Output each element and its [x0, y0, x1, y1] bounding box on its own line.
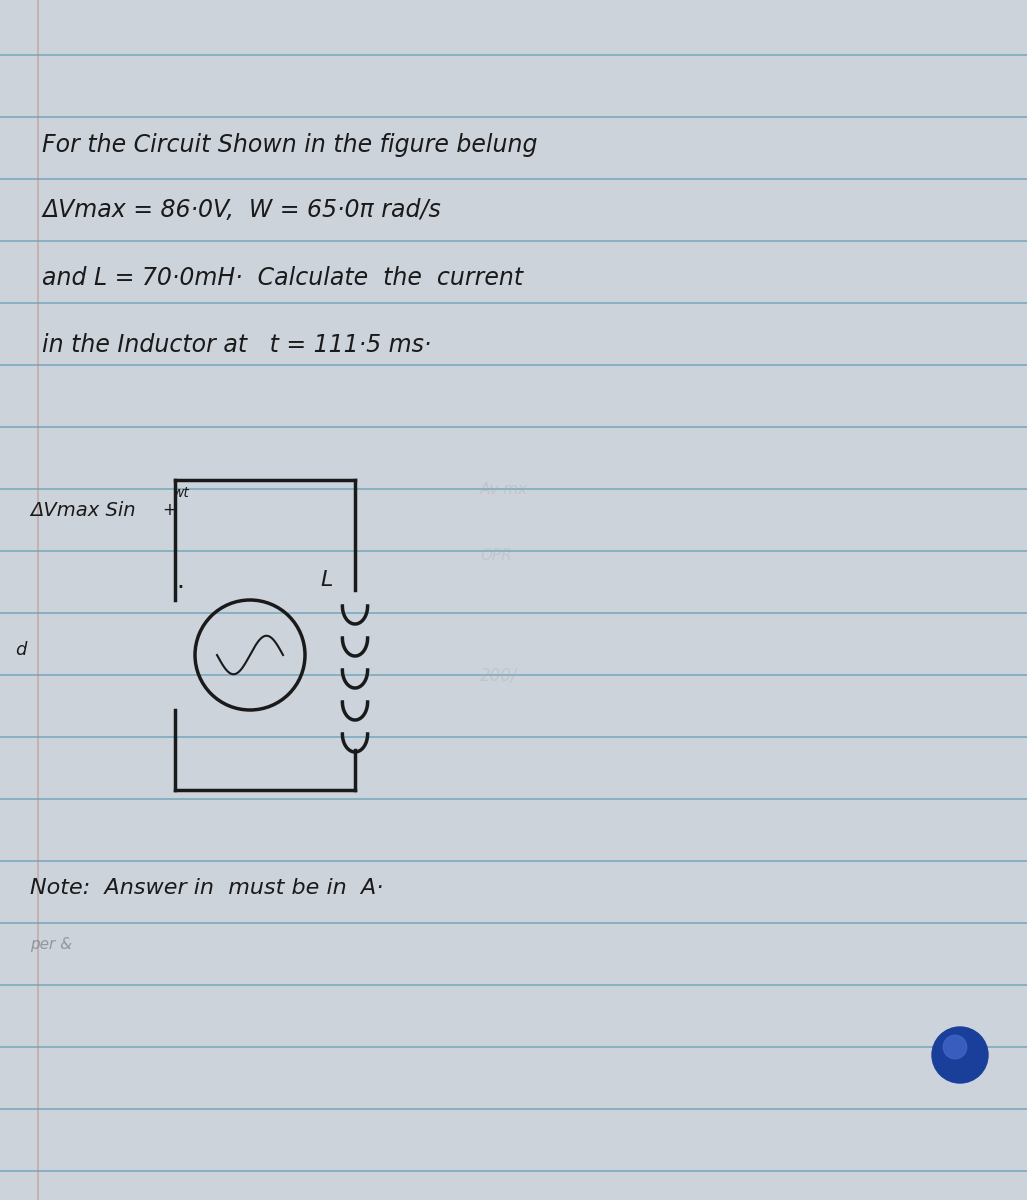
- Text: ΔVmax = 86·0V,  W = 65·0π rad/s: ΔVmax = 86·0V, W = 65·0π rad/s: [42, 198, 441, 222]
- Circle shape: [943, 1036, 966, 1058]
- Text: Av mx: Av mx: [480, 482, 528, 498]
- Text: 200/: 200/: [480, 666, 518, 684]
- Text: and L = 70·0mH·  Calculate  the  current: and L = 70·0mH· Calculate the current: [42, 266, 523, 290]
- Text: Note:  Answer in  must be in  A·: Note: Answer in must be in A·: [30, 878, 383, 898]
- Text: wt: wt: [173, 486, 190, 500]
- Circle shape: [931, 1027, 988, 1082]
- Text: +: +: [162, 502, 176, 518]
- Text: per &: per &: [30, 937, 72, 953]
- Text: d: d: [15, 641, 27, 659]
- Text: L: L: [320, 570, 333, 590]
- Text: ΔVmax Sin: ΔVmax Sin: [30, 500, 136, 520]
- Text: For the Circuit Shown in the figure belung: For the Circuit Shown in the figure belu…: [42, 133, 537, 157]
- Text: in the Inductor at   t = 111·5 ms·: in the Inductor at t = 111·5 ms·: [42, 332, 431, 358]
- Text: OPR: OPR: [480, 547, 511, 563]
- Text: ·: ·: [176, 576, 184, 600]
